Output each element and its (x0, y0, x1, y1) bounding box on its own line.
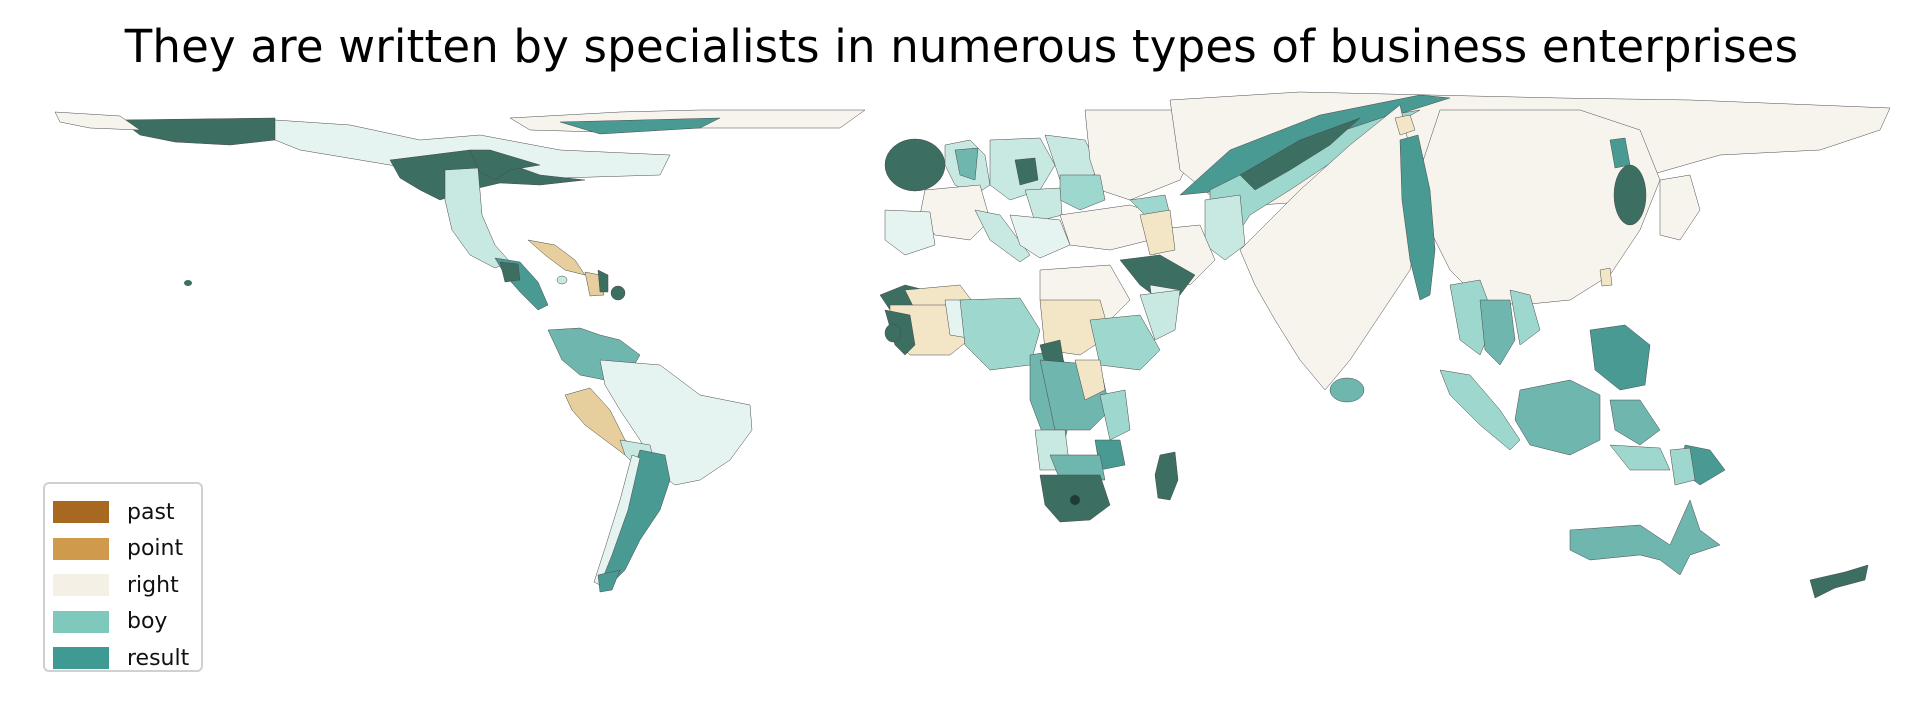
region-zambia (1049, 454, 1106, 481)
region-borneo (1514, 379, 1601, 456)
region-korea-top (1609, 137, 1631, 169)
region-alaska (119, 117, 276, 146)
region-india (1239, 104, 1421, 391)
region-uk (884, 138, 946, 192)
region-sri-lanka (1329, 377, 1365, 403)
legend-item-past: past (53, 494, 201, 531)
region-australia (1569, 499, 1721, 576)
region-ethiopia (1089, 314, 1161, 371)
region-iraq (1139, 209, 1176, 256)
region-korea-japan (1613, 164, 1647, 226)
legend-label-right: right (127, 572, 179, 598)
legend-item-result: result (53, 640, 201, 677)
region-taiwan (1599, 267, 1613, 287)
region-puerto-rico (610, 285, 626, 301)
legend-swatch-past (53, 501, 109, 524)
region-new-zealand (1809, 564, 1869, 599)
region-hawaii (184, 280, 192, 286)
region-thailand (1479, 299, 1516, 366)
region-lesotho (1070, 495, 1080, 505)
region-madagascar (1154, 451, 1179, 501)
region-philippines (1589, 324, 1651, 391)
region-usa-south (469, 149, 541, 181)
region-guatemala (499, 261, 521, 283)
legend-swatch-right (53, 574, 109, 597)
region-nigeria (959, 297, 1041, 371)
region-central-europe (1014, 157, 1039, 186)
region-iberia (884, 209, 936, 256)
region-pakistan (1399, 134, 1436, 301)
region-arctic-islands-west (54, 111, 141, 131)
legend: past point right boy result (43, 482, 203, 672)
region-png (1669, 447, 1696, 486)
legend-label-point: point (127, 536, 184, 562)
region-cuba (527, 239, 586, 276)
region-java (1609, 444, 1671, 471)
region-gambia (884, 323, 902, 343)
legend-item-point: point (53, 531, 201, 568)
legend-swatch-boy (53, 610, 109, 633)
region-arabia (1119, 254, 1196, 301)
legend-label-past: past (127, 499, 175, 525)
region-greenland-strip (559, 117, 721, 135)
region-italy (974, 209, 1031, 263)
region-canada (274, 119, 671, 179)
region-malaysia (1439, 369, 1521, 451)
region-norway (954, 147, 979, 181)
region-jamaica (556, 275, 568, 285)
region-sulawesi (1609, 399, 1661, 446)
region-kenya-tanzania (1074, 359, 1106, 401)
legend-label-boy: boy (127, 609, 168, 635)
legend-swatch-point (53, 537, 109, 560)
region-caribbean-dark (597, 269, 609, 293)
region-balkans (1009, 214, 1071, 259)
region-east-africa (1099, 389, 1131, 441)
legend-swatch-result (53, 647, 109, 670)
region-nepal (1394, 114, 1416, 136)
region-horn (1139, 289, 1181, 341)
region-vietnam (1509, 289, 1541, 346)
region-patagonia (597, 569, 621, 593)
region-ukraine (1059, 174, 1106, 211)
map-title: They are written by specialists in numer… (124, 20, 1799, 73)
legend-label-result: result (127, 645, 190, 671)
region-brazil (599, 359, 753, 486)
region-japan (1659, 174, 1701, 241)
legend-item-boy: boy (53, 604, 201, 641)
legend-item-right: right (53, 567, 201, 604)
region-uzbek-band (1239, 117, 1361, 191)
